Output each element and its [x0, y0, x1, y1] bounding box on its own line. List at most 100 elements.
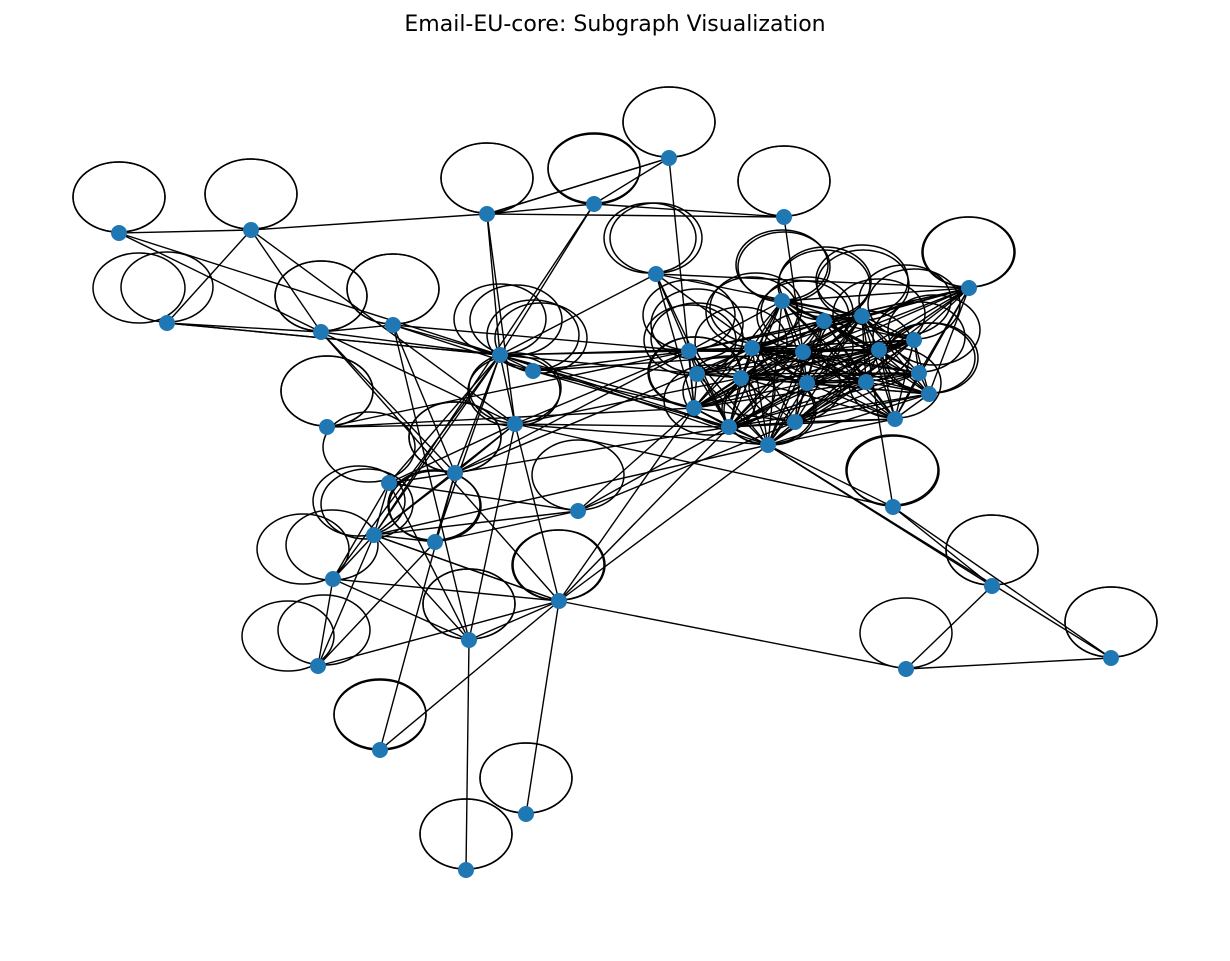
edges-layer [118, 157, 1112, 871]
edge-5-10 [486, 213, 501, 356]
nodes-layer [111, 150, 1119, 878]
edge-10-18 [332, 354, 501, 580]
edge-32-37 [751, 320, 825, 349]
edge-16-22 [373, 534, 560, 602]
edge-48-49 [905, 657, 1112, 670]
edge-38-44 [861, 315, 930, 395]
edge-30-41 [767, 418, 896, 446]
edge-23-29 [577, 426, 730, 512]
edge-23-28 [577, 407, 695, 512]
edge-18-19 [317, 578, 334, 667]
graph-node-49 [898, 661, 914, 677]
edge-10-16 [373, 354, 501, 536]
edge-21-22 [468, 600, 560, 641]
edge-15-21 [388, 482, 470, 641]
edge-31-43 [794, 372, 920, 423]
edge-22-30 [558, 444, 769, 602]
edge-33-41 [740, 377, 896, 420]
self-loop-9 [609, 202, 703, 274]
edge-14-16 [373, 472, 456, 536]
edge-31-33 [740, 377, 796, 423]
edge-6-8 [593, 203, 785, 218]
edge-26-34 [688, 300, 783, 352]
edge-23-31 [577, 421, 796, 512]
edge-14-15 [388, 472, 456, 484]
graph-node-27 [689, 366, 705, 382]
edge-1-2 [166, 229, 252, 324]
edge-10-32 [499, 347, 753, 356]
self-loop-extra-21 [479, 742, 573, 814]
self-loop-2 [92, 252, 186, 324]
edge-47-30 [767, 444, 993, 587]
edge-9-28 [655, 273, 695, 409]
graph-node-25 [458, 862, 474, 878]
graph-node-3 [313, 324, 329, 340]
edge-41-42 [894, 339, 915, 420]
edge-2-3 [166, 322, 322, 333]
edge-11-29 [532, 370, 730, 428]
self-loop-extra-25 [1064, 586, 1158, 658]
graph-node-13 [319, 419, 335, 435]
edge-22-24 [525, 600, 560, 815]
edge-30-35 [767, 351, 804, 446]
self-loop-10 [453, 283, 547, 355]
edge-34-35 [781, 300, 804, 353]
edge-12-13 [326, 423, 516, 428]
graph-node-20 [372, 742, 388, 758]
edge-19-22 [317, 600, 560, 667]
self-loop-16 [312, 465, 406, 537]
graph-node-37 [816, 313, 832, 329]
self-loop-18 [256, 513, 350, 585]
edge-28-36 [693, 382, 808, 409]
edge-29-35 [728, 351, 804, 428]
graph-node-34 [774, 293, 790, 309]
edge-3-22 [320, 331, 560, 602]
edge-32-34 [751, 300, 783, 349]
edge-47-49 [905, 585, 993, 670]
edge-34-36 [781, 300, 808, 384]
edge-15-16 [373, 482, 390, 536]
edge-29-33 [728, 377, 742, 428]
edge-46-47 [892, 506, 993, 587]
graph-node-2 [159, 315, 175, 331]
graph-node-40 [871, 342, 887, 358]
edge-1-3 [250, 229, 322, 333]
edge-29-44 [728, 393, 930, 428]
edge-33-35 [740, 351, 804, 379]
graph-node-24 [518, 806, 534, 822]
edge-11-26 [532, 350, 690, 372]
figure-title: Email-EU-core: Subgraph Visualization [404, 12, 826, 37]
edge-7-5 [486, 157, 670, 215]
edge-20-22 [379, 600, 560, 751]
edge-38-42 [861, 315, 915, 341]
edge-5-6 [486, 203, 595, 215]
self-loop-49 [859, 597, 953, 669]
edge-22-29 [558, 426, 730, 602]
edge-37-45 [823, 287, 970, 322]
self-loop-extra-20 [333, 679, 427, 751]
graph-node-14 [447, 465, 463, 481]
graph-node-42 [906, 332, 922, 348]
edge-4-26 [392, 324, 690, 352]
graph-node-12 [507, 416, 523, 432]
edge-30-46 [767, 444, 894, 508]
self-loop-15 [322, 411, 416, 483]
self-loop-extra-6 [887, 294, 981, 366]
edge-32-36 [751, 347, 808, 384]
edge-38-45 [861, 287, 970, 317]
edge-18-22 [332, 578, 560, 602]
self-loop-extra-36 [921, 216, 1015, 288]
edge-27-29 [696, 373, 730, 428]
edge-32-39 [751, 347, 867, 383]
edge-0-1 [118, 229, 252, 234]
edge-0-3 [118, 232, 322, 333]
edge-35-41 [802, 351, 896, 420]
edge-29-34 [728, 300, 783, 428]
edge-10-15 [388, 354, 501, 484]
graph-node-47 [984, 578, 1000, 594]
edge-12-26 [514, 350, 690, 425]
edge-42-45 [913, 287, 970, 341]
edge-30-33 [740, 377, 769, 446]
edge-30-44 [767, 393, 930, 446]
